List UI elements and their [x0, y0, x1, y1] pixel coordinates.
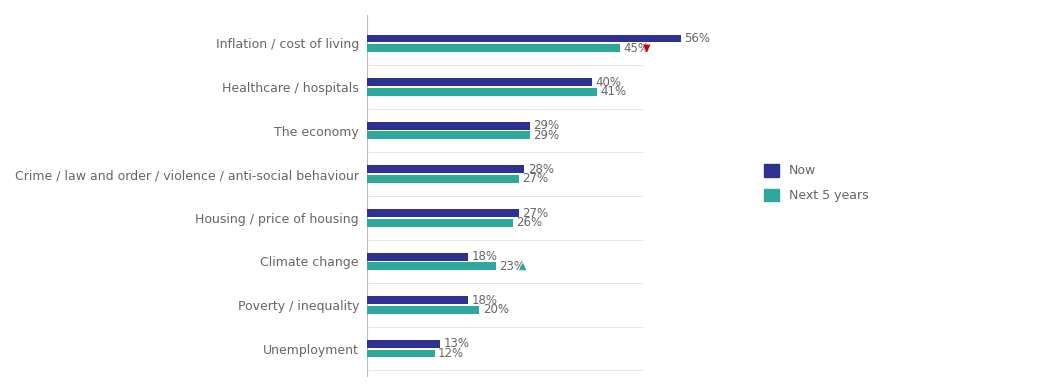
Text: 20%: 20%	[483, 303, 509, 316]
Bar	[368, 209, 519, 217]
Bar	[368, 350, 435, 358]
Bar	[368, 165, 524, 173]
Text: 18%: 18%	[471, 294, 498, 307]
Bar	[368, 122, 530, 130]
Text: 29%: 29%	[533, 119, 560, 132]
Bar	[368, 253, 468, 261]
Bar	[368, 296, 468, 304]
Bar	[368, 34, 681, 42]
Bar	[368, 340, 440, 348]
Text: 13%: 13%	[443, 338, 469, 350]
Legend: Now, Next 5 years: Now, Next 5 years	[758, 159, 874, 207]
Text: 27%: 27%	[522, 172, 548, 185]
Text: 29%: 29%	[533, 129, 560, 142]
Bar	[368, 306, 480, 314]
Bar	[368, 262, 497, 270]
Text: 27%: 27%	[522, 207, 548, 220]
Text: 40%: 40%	[595, 76, 621, 89]
Text: 18%: 18%	[471, 250, 498, 263]
Text: 12%: 12%	[438, 347, 464, 360]
Text: 26%: 26%	[517, 216, 543, 229]
Text: 45%: 45%	[623, 42, 649, 54]
Bar	[368, 44, 620, 52]
Bar	[368, 175, 519, 183]
Text: 56%: 56%	[685, 32, 711, 45]
Text: 28%: 28%	[528, 163, 553, 176]
Bar	[368, 88, 597, 96]
Text: 23%: 23%	[500, 260, 526, 273]
Bar	[368, 219, 513, 227]
Text: 41%: 41%	[601, 85, 627, 98]
Text: ▲: ▲	[520, 261, 527, 271]
Bar	[368, 131, 530, 139]
Text: ▼: ▼	[643, 43, 650, 53]
Bar	[368, 78, 591, 86]
